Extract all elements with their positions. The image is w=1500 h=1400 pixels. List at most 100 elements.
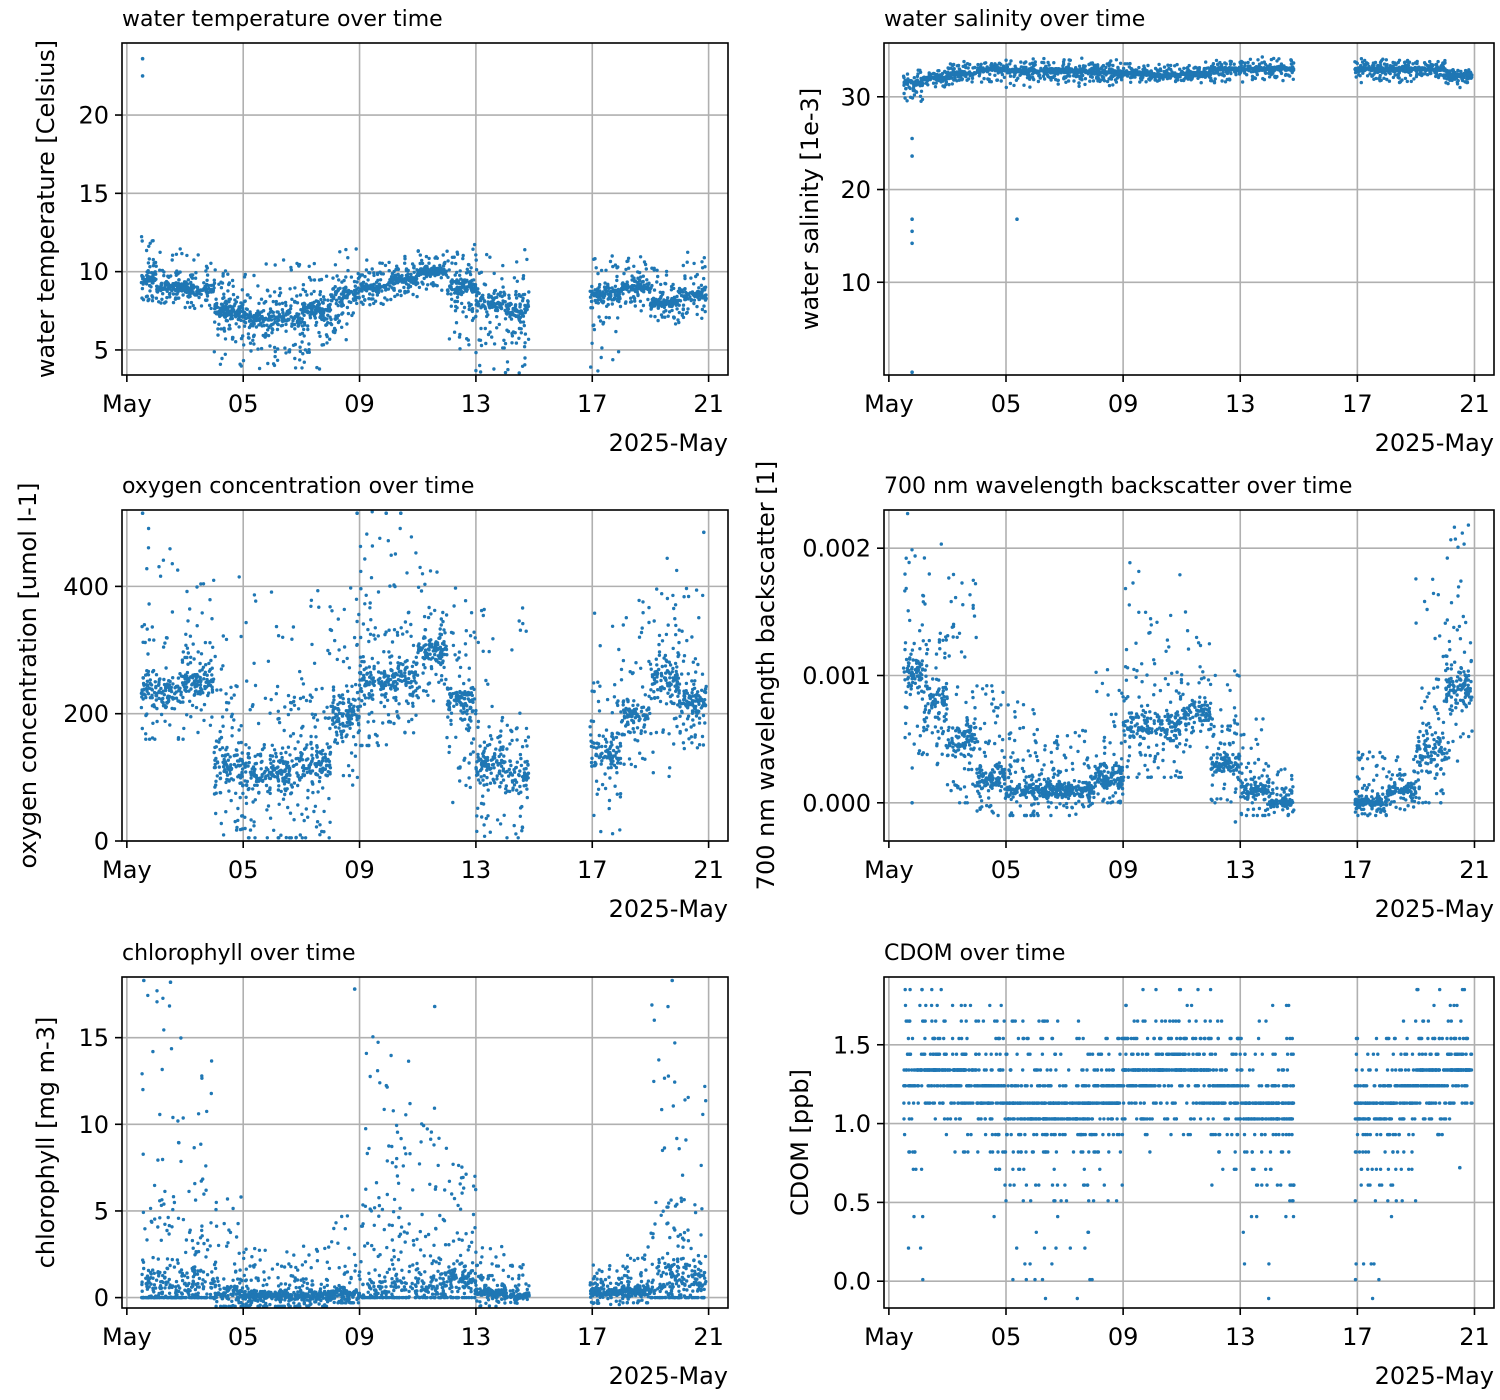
data-point bbox=[589, 306, 593, 310]
data-point bbox=[686, 307, 690, 311]
data-point bbox=[236, 314, 241, 318]
data-point bbox=[481, 303, 485, 307]
data-point bbox=[1072, 69, 1076, 74]
data-point bbox=[904, 86, 908, 91]
data-point bbox=[491, 301, 496, 305]
data-point bbox=[1454, 76, 1459, 80]
data-point bbox=[181, 286, 186, 290]
data-point bbox=[458, 347, 462, 351]
data-point bbox=[1061, 64, 1065, 68]
data-point bbox=[179, 288, 183, 292]
data-point bbox=[479, 306, 483, 310]
data-point bbox=[452, 255, 456, 259]
data-point bbox=[635, 280, 639, 284]
data-point bbox=[515, 260, 519, 264]
data-point bbox=[331, 286, 336, 291]
data-point bbox=[275, 327, 280, 332]
data-point bbox=[684, 290, 688, 294]
data-point bbox=[387, 281, 391, 285]
data-point bbox=[675, 724, 679, 729]
data-point bbox=[328, 321, 333, 325]
data-point bbox=[274, 299, 278, 304]
data-point bbox=[935, 72, 939, 77]
data-point bbox=[359, 300, 364, 304]
data-point bbox=[515, 788, 519, 792]
data-point bbox=[1261, 76, 1265, 81]
scatter-points bbox=[901, 55, 1474, 375]
data-point bbox=[247, 315, 252, 319]
data-point bbox=[391, 278, 395, 282]
x-tick-label: 13 bbox=[461, 390, 492, 418]
data-point bbox=[1149, 72, 1153, 76]
data-point bbox=[1396, 73, 1401, 77]
data-point bbox=[997, 61, 1001, 66]
data-point bbox=[326, 313, 330, 317]
data-point bbox=[1223, 80, 1228, 84]
data-point bbox=[1100, 65, 1104, 69]
data-point bbox=[249, 349, 253, 353]
data-point bbox=[1018, 68, 1022, 73]
data-point bbox=[1153, 66, 1158, 71]
data-point bbox=[1405, 79, 1410, 84]
data-point bbox=[344, 289, 349, 293]
data-point bbox=[638, 278, 642, 283]
data-point bbox=[1076, 68, 1080, 72]
data-point bbox=[237, 325, 241, 329]
data-point bbox=[911, 88, 915, 93]
data-point bbox=[1054, 67, 1059, 71]
data-point bbox=[301, 352, 305, 356]
data-point bbox=[478, 338, 483, 342]
data-point bbox=[214, 297, 218, 301]
data-point bbox=[995, 78, 1000, 82]
data-point bbox=[366, 278, 370, 282]
data-point bbox=[458, 332, 462, 337]
data-point bbox=[694, 670, 698, 674]
data-point bbox=[485, 768, 489, 772]
data-point bbox=[244, 620, 248, 625]
data-point bbox=[646, 287, 650, 291]
data-point bbox=[989, 62, 994, 66]
data-point bbox=[159, 282, 163, 286]
data-point bbox=[259, 346, 264, 351]
data-point bbox=[293, 300, 297, 304]
data-point bbox=[318, 334, 322, 338]
data-point bbox=[186, 278, 191, 282]
data-point bbox=[456, 279, 460, 283]
data-point bbox=[465, 337, 469, 341]
data-point bbox=[686, 292, 690, 296]
data-point bbox=[501, 302, 505, 306]
data-point bbox=[217, 322, 221, 326]
data-point bbox=[147, 257, 151, 261]
data-point bbox=[503, 300, 507, 304]
data-point bbox=[291, 316, 295, 320]
data-point bbox=[369, 297, 374, 301]
data-point bbox=[203, 284, 207, 289]
data-point bbox=[471, 316, 476, 320]
data-point bbox=[216, 327, 220, 331]
data-point bbox=[633, 764, 638, 769]
data-point bbox=[656, 318, 660, 323]
data-point bbox=[314, 687, 318, 692]
data-point bbox=[492, 291, 496, 296]
data-point bbox=[312, 289, 316, 294]
data-point bbox=[222, 295, 226, 300]
data-point bbox=[228, 755, 232, 759]
data-point bbox=[1255, 69, 1260, 73]
data-point bbox=[697, 286, 701, 290]
data-point bbox=[454, 321, 459, 325]
data-point bbox=[415, 268, 419, 272]
data-point bbox=[317, 330, 321, 335]
data-point bbox=[219, 280, 223, 284]
data-point bbox=[315, 299, 320, 304]
data-point bbox=[477, 271, 482, 275]
data-point bbox=[342, 286, 346, 291]
data-point bbox=[183, 305, 187, 310]
data-point bbox=[520, 745, 525, 749]
x-tick-label: May bbox=[102, 390, 152, 418]
data-point bbox=[1232, 68, 1237, 72]
data-point bbox=[1250, 74, 1255, 79]
data-point bbox=[417, 285, 422, 290]
data-point bbox=[409, 272, 413, 277]
data-point bbox=[453, 309, 458, 313]
data-point bbox=[352, 288, 357, 293]
